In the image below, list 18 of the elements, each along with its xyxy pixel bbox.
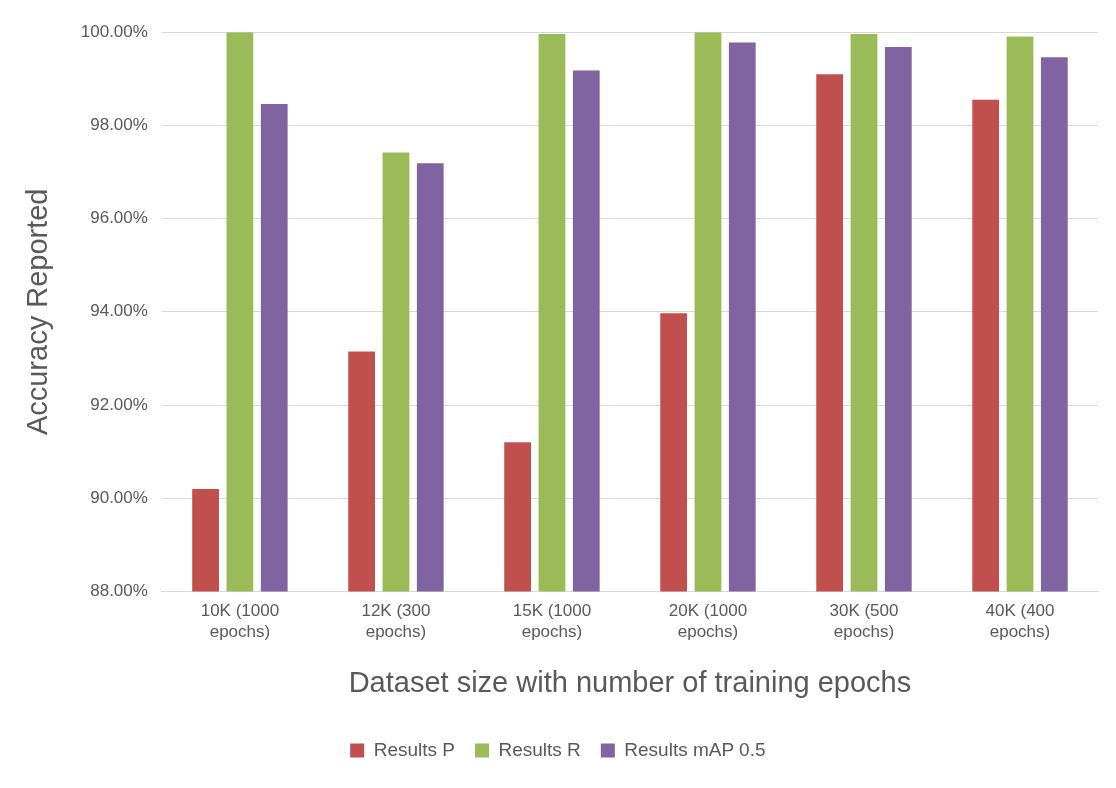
legend-label: Results P [373,738,455,760]
x-tick-label: 40K (400 epochs) [985,601,1055,641]
y-tick-label: 90.00% [90,487,148,507]
x-tick-label: 10K (1000 epochs) [200,601,280,641]
x-axis-title: Dataset size with number of training epochs [348,665,912,698]
y-tick-label: 94.00% [90,301,148,321]
legend-label: Results R [498,738,581,760]
y-tick-label: 100.00% [80,21,148,41]
y-tick-label: 92.00% [90,394,148,414]
y-axis-title: Accuracy Reported [21,188,54,436]
x-tick-label: 12K (300 epochs) [361,601,431,641]
x-tick-label: 20K (1000 epochs) [668,601,748,641]
x-tick-label: 15K (1000 epochs) [512,601,592,641]
y-tick-label: 88.00% [90,581,148,601]
legend-label: Results mAP 0.5 [624,738,766,760]
y-tick-label: 96.00% [90,208,148,228]
x-tick-label: 30K (500 epochs) [829,601,899,641]
y-tick-label: 98.00% [90,115,148,135]
